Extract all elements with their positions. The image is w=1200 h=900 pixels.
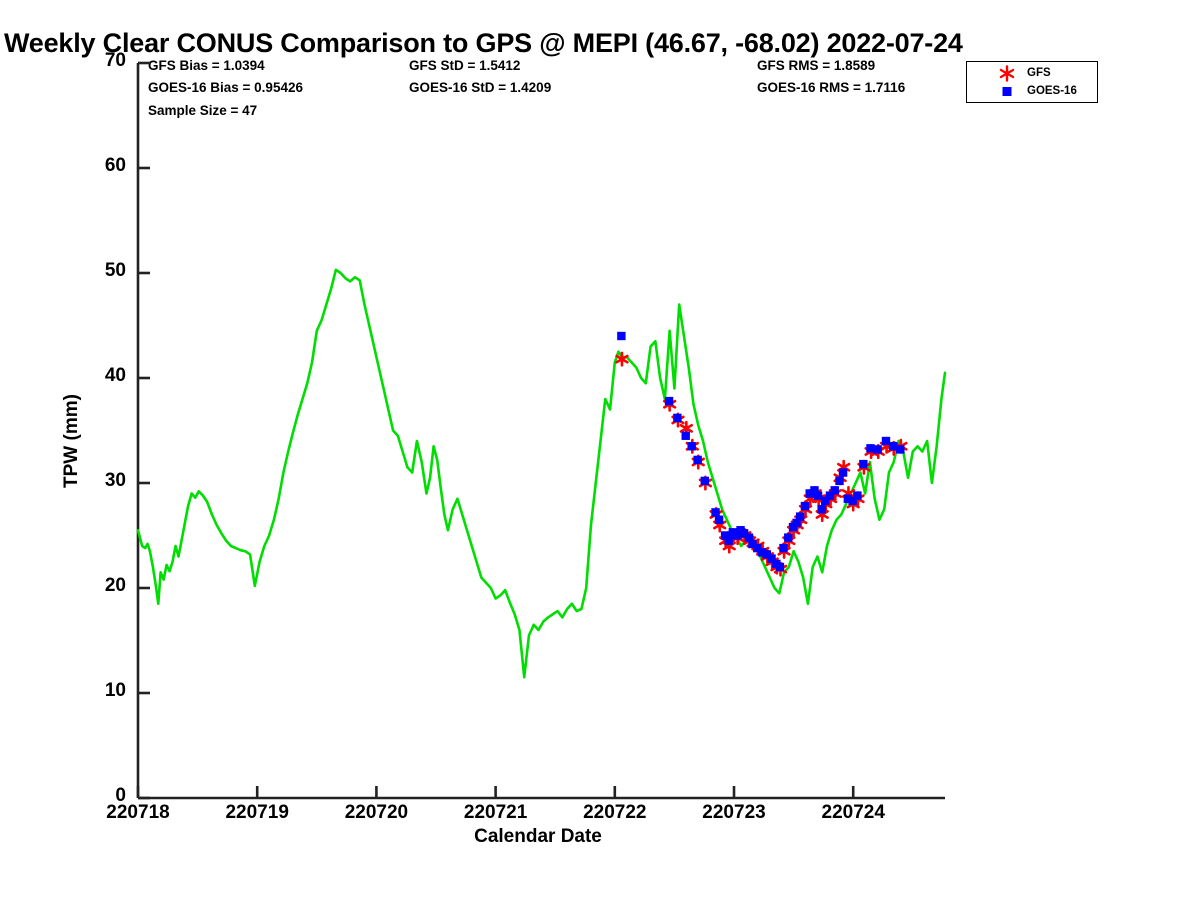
y-tick-label: 30 <box>104 470 126 491</box>
series-gps <box>136 268 947 679</box>
stat-gfs-rms: GFS RMS = 1.8589 <box>757 58 876 73</box>
x-tick-label: 220721 <box>463 802 528 823</box>
y-tick-label: 40 <box>104 365 126 386</box>
x-tick-label: 220722 <box>583 802 647 823</box>
x-tick-label: 220724 <box>821 802 885 823</box>
y-tick-label: 70 <box>104 50 126 71</box>
blue-square-marker-icon <box>1002 87 1012 96</box>
stat-goes-bias: GOES-16 Bias = 0.95426 <box>148 80 303 95</box>
chart-legend: GFS GOES-16 <box>966 61 1098 103</box>
x-tick-label: 220719 <box>225 802 289 823</box>
y-tick-label: 20 <box>104 575 126 596</box>
stat-goes-rms: GOES-16 RMS = 1.7116 <box>757 80 906 95</box>
legend-item-goes: GOES-16 <box>967 82 1099 101</box>
legend-label-gfs: GFS <box>1027 67 1051 79</box>
page-title: Weekly Clear CONUS Comparison to GPS @ M… <box>4 28 963 58</box>
red-asterisk-marker-icon <box>999 65 1015 82</box>
legend-item-gfs: GFS <box>967 64 1099 83</box>
y-tick-label: 0 <box>115 785 126 806</box>
y-tick-label: 10 <box>104 680 126 701</box>
x-tick-label: 220718 <box>106 802 170 823</box>
legend-label-goes: GOES-16 <box>1027 85 1077 97</box>
stat-gfs-bias: GFS Bias = 1.0394 <box>148 58 265 73</box>
stat-goes-std: GOES-16 StD = 1.4209 <box>409 80 552 95</box>
series-goes-16 <box>617 331 905 572</box>
stat-sample-size: Sample Size = 47 <box>148 103 258 118</box>
y-tick-label: 50 <box>104 260 126 281</box>
x-tick-label: 220723 <box>702 802 766 823</box>
stat-gfs-std: GFS StD = 1.5412 <box>409 58 521 73</box>
y-tick-label: 60 <box>104 155 126 176</box>
x-axis-label: Calendar Date <box>474 826 602 847</box>
x-tick-label: 220720 <box>344 802 409 823</box>
